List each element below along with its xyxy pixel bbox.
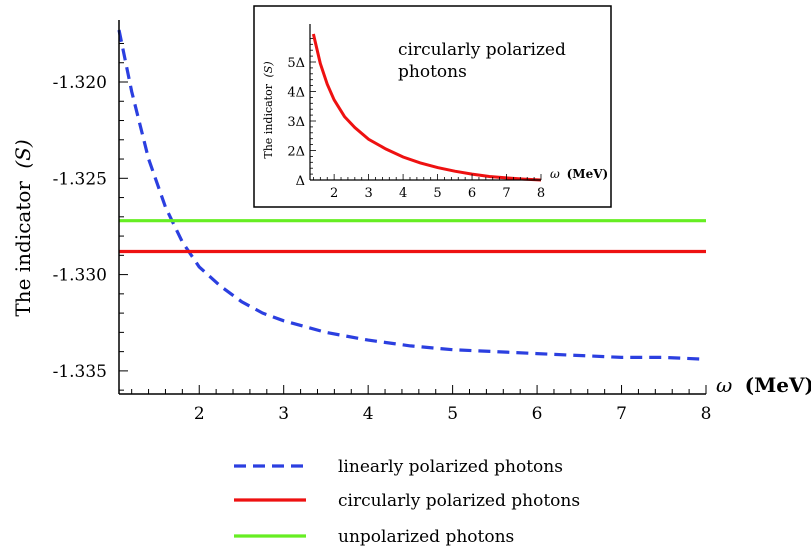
inset-x-axis-unit: (MeV) xyxy=(567,167,609,181)
main-x-tick-label: 4 xyxy=(363,404,374,424)
svg-text:The indicator (S): The indicator (S) xyxy=(11,139,35,316)
inset-y-tick-label: 4Δ xyxy=(287,86,305,101)
inset-x-tick-label: 3 xyxy=(364,186,372,201)
inset-y-axis-symbol: (S) xyxy=(262,61,275,77)
inset-y-axis-label: The indicator (S) xyxy=(262,61,275,158)
inset-x-tick-label: 4 xyxy=(399,186,407,201)
main-x-tick-label: 2 xyxy=(194,404,205,424)
svg-text:ω (MeV): ω (MeV) xyxy=(550,167,608,181)
main-y-axis-label: The indicator (S) xyxy=(11,139,35,316)
svg-text:The indicator (S): The indicator (S) xyxy=(262,61,275,158)
main-y-axis-label-text: The indicator xyxy=(11,181,35,317)
inset-annotation-line-1: circularly polarized xyxy=(398,40,566,60)
inset-x-tick-label: 7 xyxy=(502,186,510,201)
legend-label-linearly-polarized-photons: linearly polarized photons xyxy=(338,457,563,477)
inset-series-group xyxy=(311,33,542,182)
inset-series-circularly-polarized-photons xyxy=(311,33,542,182)
main-ticks: 2 3 4 5 6 7 8 -1.320 -1.325 -1.330 -1.335 xyxy=(53,42,712,424)
main-x-tick-label: 7 xyxy=(616,404,627,424)
main-x-tick-label: 5 xyxy=(447,404,458,424)
main-x-tick-label: 8 xyxy=(701,404,712,424)
svg-text:ω (MeV): ω (MeV) xyxy=(716,373,811,397)
legend: linearly polarized photons circularly pol… xyxy=(234,457,580,547)
main-x-axis-symbol: ω xyxy=(716,373,732,397)
inset-plot: 2 3 4 5 6 7 8 Δ 2Δ 3Δ 4Δ 5Δ circularly polarized ph… xyxy=(253,5,612,208)
inset-x-axis-symbol: ω xyxy=(550,167,560,181)
inset-x-tick-label: 5 xyxy=(433,186,441,201)
inset-y-axis-label-text: The indicator xyxy=(262,83,275,158)
main-y-tick-label: -1.320 xyxy=(53,73,107,93)
legend-label-circularly-polarized-photons: circularly polarized photons xyxy=(338,491,580,511)
main-series-group xyxy=(117,29,707,361)
inset-ticks: 2 3 4 5 6 7 8 Δ 2Δ 3Δ 4Δ 5Δ xyxy=(287,38,545,201)
main-x-tick-label: 3 xyxy=(278,404,289,424)
inset-y-tick-label: 2Δ xyxy=(287,145,305,160)
main-y-tick-label: -1.330 xyxy=(53,266,107,286)
inset-y-tick-label: 3Δ xyxy=(287,115,305,130)
legend-label-unpolarized-photons: unpolarized photons xyxy=(338,527,514,547)
inset-x-tick-label: 2 xyxy=(330,186,338,201)
main-x-axis-unit: (MeV) xyxy=(745,373,811,397)
main-y-tick-label: -1.325 xyxy=(53,169,107,189)
main-plot: 2 3 4 5 6 7 8 -1.320 -1.325 -1.330 -1.335 The indi… xyxy=(11,20,811,424)
inset-annotation: circularly polarized photons xyxy=(398,40,571,82)
main-y-tick-label: -1.335 xyxy=(53,362,107,382)
inset-x-tick-label: 8 xyxy=(537,186,545,201)
inset-annotation-line-2: photons xyxy=(398,62,467,82)
inset-y-tick-label: 5Δ xyxy=(287,56,305,71)
main-y-axis-symbol: (S) xyxy=(11,139,35,168)
inset-x-tick-label: 6 xyxy=(468,186,476,201)
inset-y-tick-label: Δ xyxy=(296,174,305,189)
main-x-tick-label: 6 xyxy=(532,404,543,424)
